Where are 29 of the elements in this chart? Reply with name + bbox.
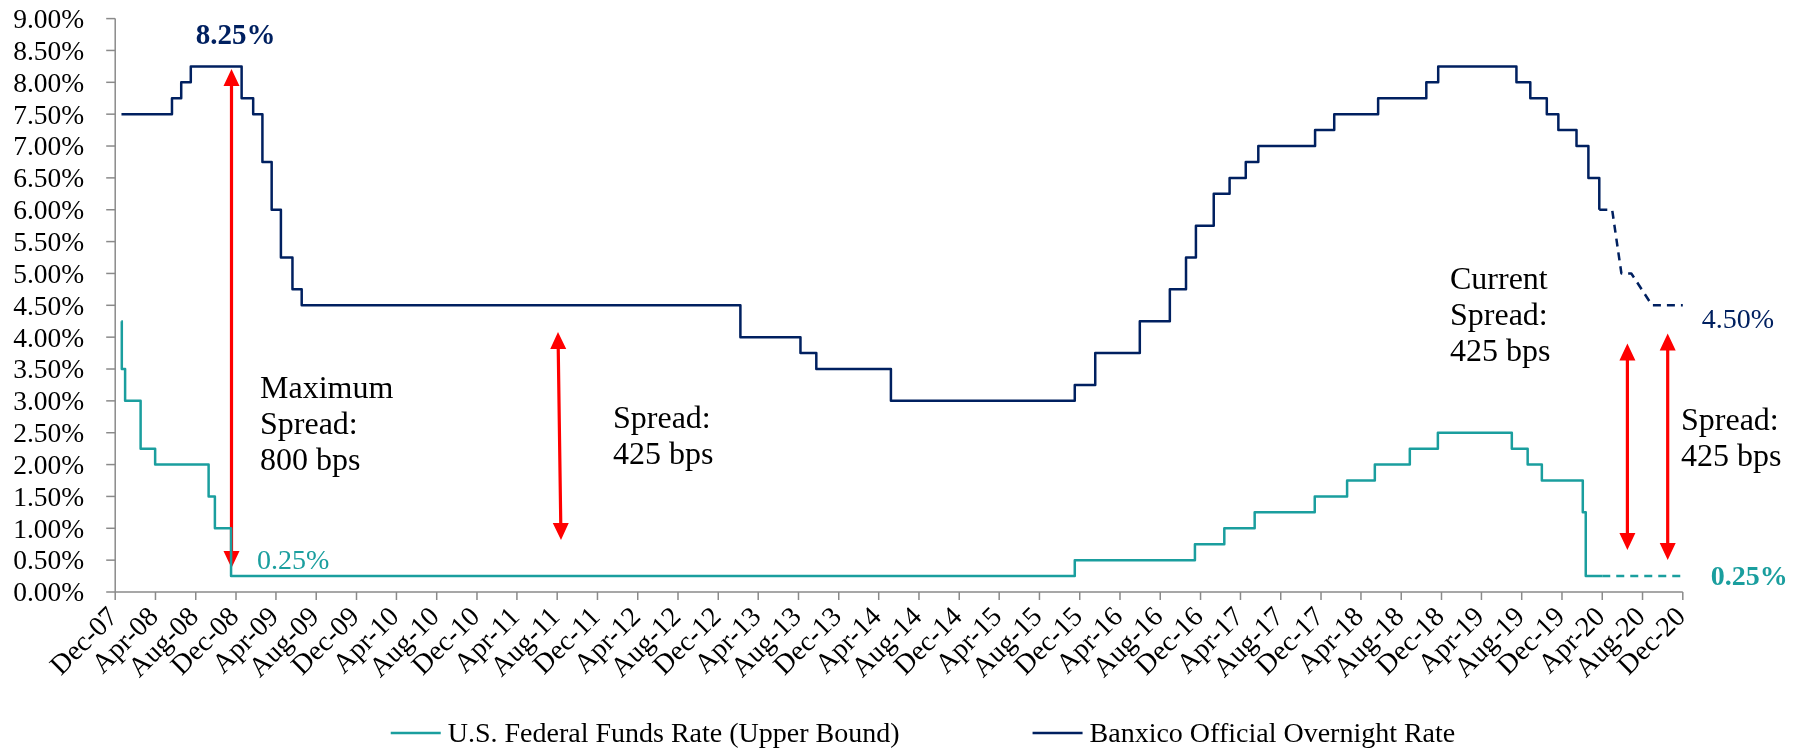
y-tick-label: 3.00% (13, 385, 85, 417)
y-tick-label: 1.50% (13, 480, 85, 512)
y-tick-label: 9.00% (13, 2, 85, 34)
y-tick-label: 6.00% (13, 194, 85, 226)
y-tick-label: 0.00% (13, 576, 85, 608)
y-tick-label: 1.00% (13, 512, 85, 544)
y-tick-label: 5.50% (13, 225, 85, 257)
data-label: 8.25% (195, 18, 276, 51)
y-tick-label: 0.50% (13, 544, 85, 576)
y-tick-label: 8.00% (13, 66, 85, 98)
y-tick-label: 8.50% (13, 34, 85, 66)
y-tick-label: 7.00% (13, 130, 85, 162)
data-label: 4.50% (1701, 303, 1775, 335)
y-tick-label: 5.00% (13, 257, 85, 289)
annotation: Maximum Spread: 800 bps (260, 369, 394, 477)
legend-label: Banxico Official Overnight Rate (1089, 717, 1456, 749)
annotation: Current Spread: 425 bps (1450, 260, 1551, 368)
y-tick-label: 2.50% (13, 417, 85, 449)
y-tick-label: 4.50% (13, 289, 85, 321)
y-tick-label: 2.00% (13, 448, 85, 480)
annotation: Spread: 425 bps (613, 399, 714, 471)
data-label: 0.25% (257, 544, 330, 576)
y-tick-label: 3.50% (13, 353, 85, 385)
y-tick-label: 6.50% (13, 162, 85, 194)
y-tick-label: 4.00% (13, 321, 85, 353)
y-tick-label: 7.50% (13, 98, 85, 130)
legend-label: U.S. Federal Funds Rate (Upper Bound) (447, 717, 900, 749)
data-label: 0.25% (1710, 560, 1788, 592)
annotation: Spread: 425 bps (1681, 401, 1782, 473)
